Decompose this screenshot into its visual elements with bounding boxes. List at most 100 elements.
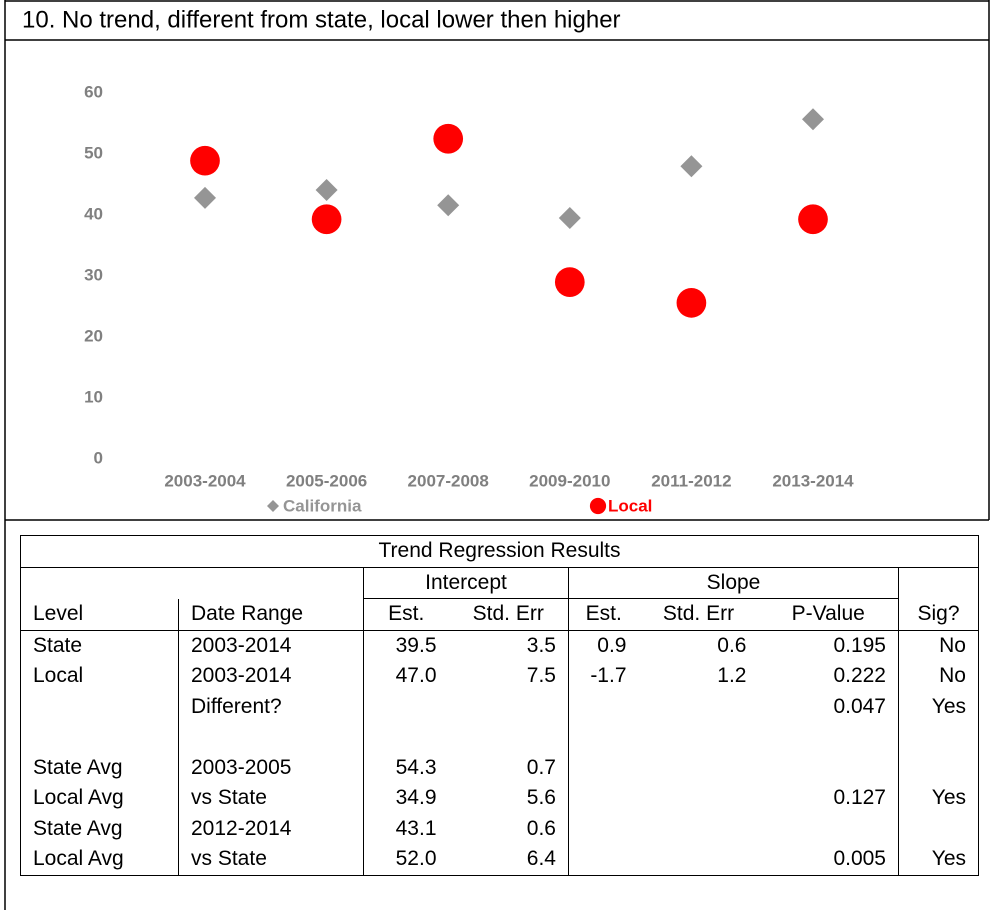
table-cell bbox=[569, 783, 639, 814]
table-cell: 0.9 bbox=[597, 633, 627, 657]
legend-marker bbox=[267, 500, 279, 512]
table-cell: -1.7 bbox=[590, 664, 627, 688]
table-cell: Local Avg bbox=[20, 783, 179, 814]
table-cell: 47.0 bbox=[395, 664, 437, 688]
table-cell: 0.7 bbox=[448, 752, 569, 783]
table-cell: 54.3 bbox=[395, 755, 437, 779]
table-cell bbox=[568, 844, 639, 876]
table-cell bbox=[20, 691, 179, 722]
table-row: State 2003-2014 39.5 3.5 0.9 0.6 0.195 No bbox=[20, 630, 979, 661]
table-cell: 0.6 bbox=[717, 633, 747, 657]
blank-header bbox=[898, 567, 979, 599]
group-header: Intercept bbox=[363, 567, 569, 599]
column-header: Date Range bbox=[178, 598, 364, 631]
table-cell: 2003-2005 bbox=[178, 752, 364, 783]
legend-marker bbox=[589, 497, 607, 515]
table-cell: vs State bbox=[178, 783, 364, 814]
table-row: State Avg 2012-2014 43.1 0.6 bbox=[20, 813, 979, 845]
table-cell bbox=[639, 753, 759, 784]
table-cell: 0.005 bbox=[758, 844, 899, 876]
column-header: Level bbox=[20, 598, 179, 631]
table-cell bbox=[758, 752, 899, 783]
table-cell bbox=[639, 692, 759, 723]
table-cell bbox=[639, 783, 759, 814]
marker bbox=[433, 123, 464, 154]
table-cell: State bbox=[20, 630, 179, 661]
column-header: P-Value bbox=[758, 598, 899, 631]
table-cell bbox=[20, 722, 179, 753]
table-cell: vs State bbox=[178, 844, 364, 876]
marker bbox=[437, 194, 460, 217]
table-cell: 52.0 bbox=[363, 844, 449, 876]
table-cell: Yes bbox=[898, 783, 979, 814]
table-cell: 3.5 bbox=[448, 630, 569, 661]
table-cell bbox=[898, 752, 979, 783]
column-header: Est. bbox=[363, 598, 449, 631]
marker bbox=[680, 155, 703, 178]
y-tick-label: 10 bbox=[84, 387, 103, 406]
table-cell: State Avg bbox=[20, 813, 179, 844]
table-row: State Avg 2003-2005 54.3 0.7 bbox=[20, 752, 979, 784]
group-header: Slope bbox=[568, 567, 899, 599]
table-cell: 6.4 bbox=[448, 844, 569, 876]
marker bbox=[190, 145, 220, 176]
marker bbox=[315, 178, 338, 201]
table-cell bbox=[569, 814, 639, 845]
y-tick-label: 20 bbox=[84, 326, 103, 345]
table-cell bbox=[639, 814, 759, 845]
marker bbox=[311, 204, 342, 235]
marker bbox=[558, 207, 581, 230]
table-cell bbox=[758, 722, 899, 753]
table-cell: 0.6 bbox=[448, 813, 569, 844]
x-tick-label: 2009-2010 bbox=[529, 471, 610, 490]
table-cell bbox=[448, 691, 569, 722]
table-cell bbox=[569, 753, 639, 784]
y-tick-label: 60 bbox=[84, 82, 103, 101]
chart-title: 10. No trend, different from state, loca… bbox=[22, 6, 621, 33]
table-cell bbox=[898, 722, 979, 753]
x-tick-label: 2007-2008 bbox=[408, 471, 489, 490]
marker bbox=[194, 186, 216, 209]
table-cell bbox=[569, 692, 639, 723]
table-cell: Yes bbox=[898, 844, 979, 876]
table-cell bbox=[569, 722, 639, 753]
blank-header bbox=[20, 567, 364, 599]
table-cell bbox=[364, 722, 449, 753]
table-cell bbox=[639, 722, 759, 753]
table-cell: No bbox=[898, 630, 979, 661]
table-cell: 39.5 bbox=[395, 633, 437, 657]
x-tick-label: 2005-2006 bbox=[286, 471, 367, 490]
table-cell: 5.6 bbox=[448, 783, 569, 814]
legend-label: Local bbox=[608, 496, 652, 515]
table-cell: Different? bbox=[178, 691, 364, 722]
table-cell: 1.2 bbox=[717, 664, 747, 688]
table-cell bbox=[448, 722, 569, 753]
x-tick-label: 2013-2014 bbox=[772, 471, 854, 490]
y-tick-label: 40 bbox=[84, 204, 103, 223]
table-row: Local Avg vs State 52.0 6.4 0.005 Yes bbox=[20, 844, 979, 876]
table-row bbox=[20, 722, 979, 753]
y-tick-label: 50 bbox=[84, 143, 103, 162]
table-row: Local 2003-2014 47.0 7.5 -1.7 1.2 0.222 No bbox=[20, 661, 979, 692]
table-cell: 34.9 bbox=[395, 786, 437, 810]
table-cell bbox=[898, 813, 979, 844]
table-cell bbox=[364, 692, 449, 723]
marker bbox=[554, 267, 585, 297]
table-cell: 0.195 bbox=[758, 630, 899, 661]
table-row: Different? 0.047 Yes bbox=[20, 691, 979, 723]
table-cell: No bbox=[898, 661, 979, 692]
table-cell: 43.1 bbox=[395, 816, 437, 840]
column-header: Est. bbox=[568, 598, 639, 631]
table-cell bbox=[758, 813, 899, 844]
table-cell: 2003-2014 bbox=[178, 661, 364, 692]
legend-label: California bbox=[283, 496, 362, 515]
column-header: Std. Err bbox=[638, 598, 759, 631]
marker bbox=[676, 287, 707, 318]
marker bbox=[798, 204, 828, 235]
table-cell: 0.127 bbox=[758, 783, 899, 814]
marker bbox=[802, 108, 824, 131]
table-cell bbox=[178, 722, 364, 753]
table-cell: Local Avg bbox=[20, 844, 179, 876]
